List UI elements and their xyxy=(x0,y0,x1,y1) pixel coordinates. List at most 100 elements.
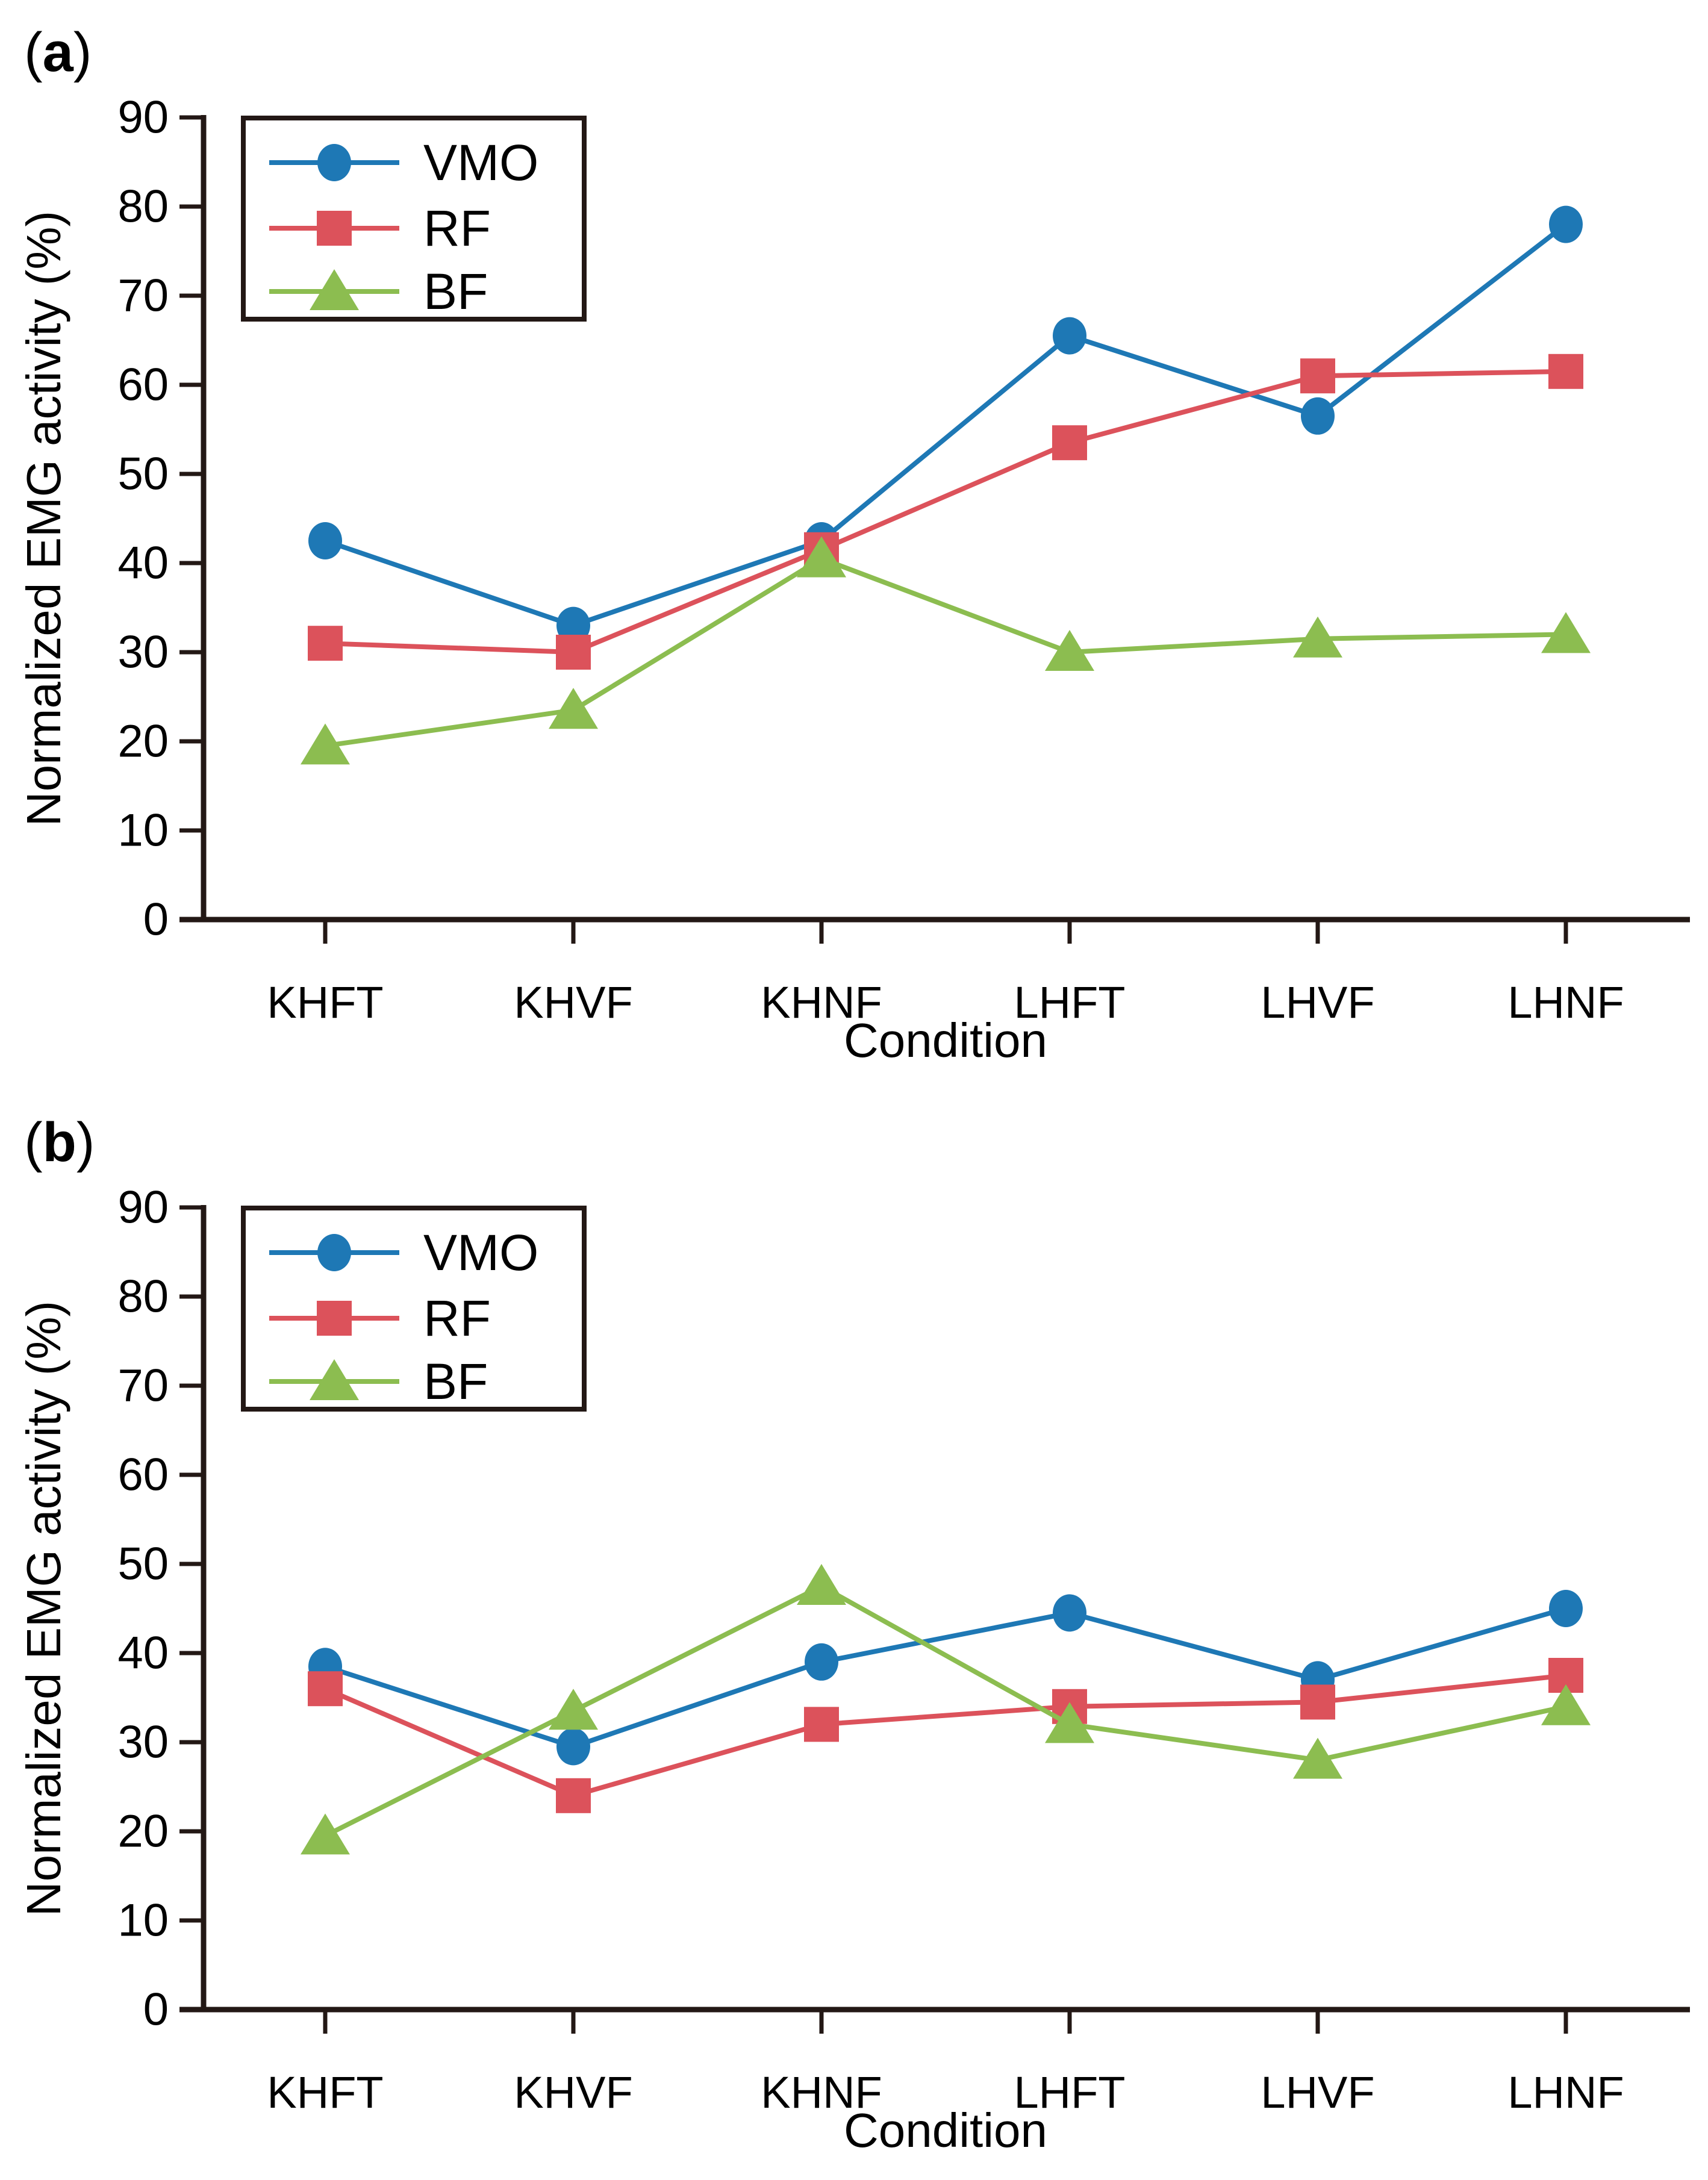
series-bf-marker-lhft xyxy=(1045,630,1094,671)
y-tick-label: 0 xyxy=(143,894,169,945)
series-vmo-marker-khnf xyxy=(805,1643,838,1681)
x-tick-label: LHNF xyxy=(1507,977,1624,1027)
series-bf-marker-khvf xyxy=(549,1689,598,1730)
series-bf-marker-lhvf xyxy=(1293,616,1342,658)
y-tick-label: 20 xyxy=(117,1806,169,1857)
series-rf-marker-khnf xyxy=(804,1707,839,1742)
legend-item-bf: BF xyxy=(269,1353,488,1410)
y-tick-label: 40 xyxy=(117,538,169,589)
series-rf-line xyxy=(325,369,1566,655)
y-tick-label: 30 xyxy=(117,627,169,678)
legend-marker-square-icon xyxy=(317,211,352,246)
x-tick-label: KHVF xyxy=(514,977,632,1027)
y-tick-label: 50 xyxy=(117,1539,169,1590)
legend-item-vmo: VMO xyxy=(269,134,538,191)
x-tick-label: KHNF xyxy=(761,977,882,1027)
legend-label: VMO xyxy=(423,1224,538,1281)
legend-item-rf: RF xyxy=(269,1290,491,1347)
series-rf-marker-khvf xyxy=(556,635,591,670)
x-tick-label: KHFT xyxy=(267,2067,383,2117)
legend-item-vmo: VMO xyxy=(269,1224,538,1281)
legend-label: RF xyxy=(423,1290,491,1347)
legend-marker-square-icon xyxy=(317,1301,352,1336)
series-vmo-marker-lhvf xyxy=(1301,397,1335,435)
series-vmo-marker-lhft xyxy=(1053,317,1086,355)
x-tick-label: LHVF xyxy=(1261,977,1374,1027)
legend-box xyxy=(241,1206,587,1412)
legend-item-bf: BF xyxy=(269,263,488,320)
series-rf-line xyxy=(324,1673,1566,1799)
legend-item-rf: RF xyxy=(269,200,491,257)
series-bf-marker-lhvf xyxy=(1293,1737,1342,1779)
x-axis-title: Condition xyxy=(844,2104,1047,2157)
y-tick-label: 80 xyxy=(117,181,169,232)
y-tick-label: 90 xyxy=(117,92,169,143)
legend-box xyxy=(241,116,587,322)
panel-label: (b) xyxy=(24,1112,95,1173)
x-tick-label: LHFT xyxy=(1014,2067,1126,2117)
series-vmo-marker-lhnf xyxy=(1549,1590,1583,1627)
series-rf-marker-lhvf xyxy=(1300,1684,1335,1720)
y-tick-label: 70 xyxy=(117,270,169,322)
y-tick-label: 90 xyxy=(117,1182,169,1233)
x-tick-label: LHNF xyxy=(1507,2067,1624,2117)
series-rf-marker-khvf xyxy=(556,1778,591,1813)
legend: VMO RF BF xyxy=(241,116,587,322)
series-vmo-marker-lhnf xyxy=(1549,205,1583,243)
y-tick-label: 20 xyxy=(117,716,169,767)
y-tick-label: 10 xyxy=(117,1895,169,1946)
y-tick-label: 50 xyxy=(117,449,169,500)
legend-label: BF xyxy=(423,263,488,320)
series-vmo-line xyxy=(324,1606,1567,1749)
series-rf-marker-khft xyxy=(308,1671,343,1707)
series-bf-marker-khft xyxy=(301,723,350,765)
y-tick-label: 60 xyxy=(117,360,169,411)
x-tick-label: KHNF xyxy=(761,2067,882,2117)
legend-label: RF xyxy=(423,200,491,257)
series-bf-marker-khnf xyxy=(797,1564,846,1605)
x-tick-label: KHFT xyxy=(267,977,383,1027)
legend-label: BF xyxy=(423,1353,488,1410)
chart-panel-a: (a) 0 10 20 30 40 50 60 70 80 90 KHFT KHVF KHNF LHFT LH… xyxy=(17,22,1690,1067)
x-tick-label: LHVF xyxy=(1261,2067,1374,2117)
legend-marker-triangle-icon xyxy=(310,1359,359,1400)
series-rf-marker-lhft xyxy=(1052,425,1087,461)
series-bf-line xyxy=(325,556,1566,749)
legend: VMO RF BF xyxy=(241,1206,587,1412)
line-chart: (a) 0 10 20 30 40 50 60 70 80 90 KHFT KHVF KHNF LHFT LH… xyxy=(17,22,1690,1067)
series-bf-marker-khvf xyxy=(549,688,598,729)
x-axis-title: Condition xyxy=(844,1014,1047,1067)
x-tick-label: LHFT xyxy=(1014,977,1126,1027)
line-chart: (b) 0 10 20 30 40 50 60 70 80 90 KHFT KHVF KHNF LHFT LH… xyxy=(17,1112,1690,2157)
series-bf-marker-lhnf xyxy=(1541,1684,1591,1725)
series-rf-marker-khft xyxy=(308,626,343,661)
y-axis-title: Normalized EMG activity (%) xyxy=(17,211,70,826)
chart-panel-b: (b) 0 10 20 30 40 50 60 70 80 90 KHFT KHVF KHNF LHFT LH… xyxy=(0,1090,1708,2180)
y-tick-label: 80 xyxy=(117,1271,169,1322)
panel-label: (a) xyxy=(24,22,92,83)
series-rf-marker-lhvf xyxy=(1300,358,1335,394)
series-vmo-marker-lhft xyxy=(1053,1594,1086,1632)
y-axis-title: Normalized EMG activity (%) xyxy=(17,1301,70,1916)
series-vmo-line xyxy=(324,222,1568,628)
y-tick-label: 40 xyxy=(117,1628,169,1679)
y-tick-label: 10 xyxy=(117,805,169,856)
series-vmo-marker-khvf xyxy=(556,1728,590,1766)
series-bf-marker-khnf xyxy=(797,536,846,578)
series-bf-marker-lhft xyxy=(1045,1702,1094,1743)
legend-label: VMO xyxy=(423,134,538,191)
y-tick-label: 0 xyxy=(143,1984,169,2035)
series-bf-line xyxy=(324,1583,1566,1838)
legend-marker-circle-icon xyxy=(317,144,351,181)
legend-marker-triangle-icon xyxy=(310,269,359,310)
x-tick-label: KHVF xyxy=(514,2067,632,2117)
series-bf-marker-khft xyxy=(301,1813,350,1855)
series-bf-marker-lhnf xyxy=(1541,612,1591,653)
series-vmo-marker-khft xyxy=(308,522,342,559)
y-tick-label: 30 xyxy=(117,1717,169,1768)
legend-marker-circle-icon xyxy=(317,1234,351,1271)
y-tick-label: 60 xyxy=(117,1450,169,1501)
y-tick-label: 70 xyxy=(117,1360,169,1412)
series-rf-marker-lhnf xyxy=(1548,353,1583,389)
